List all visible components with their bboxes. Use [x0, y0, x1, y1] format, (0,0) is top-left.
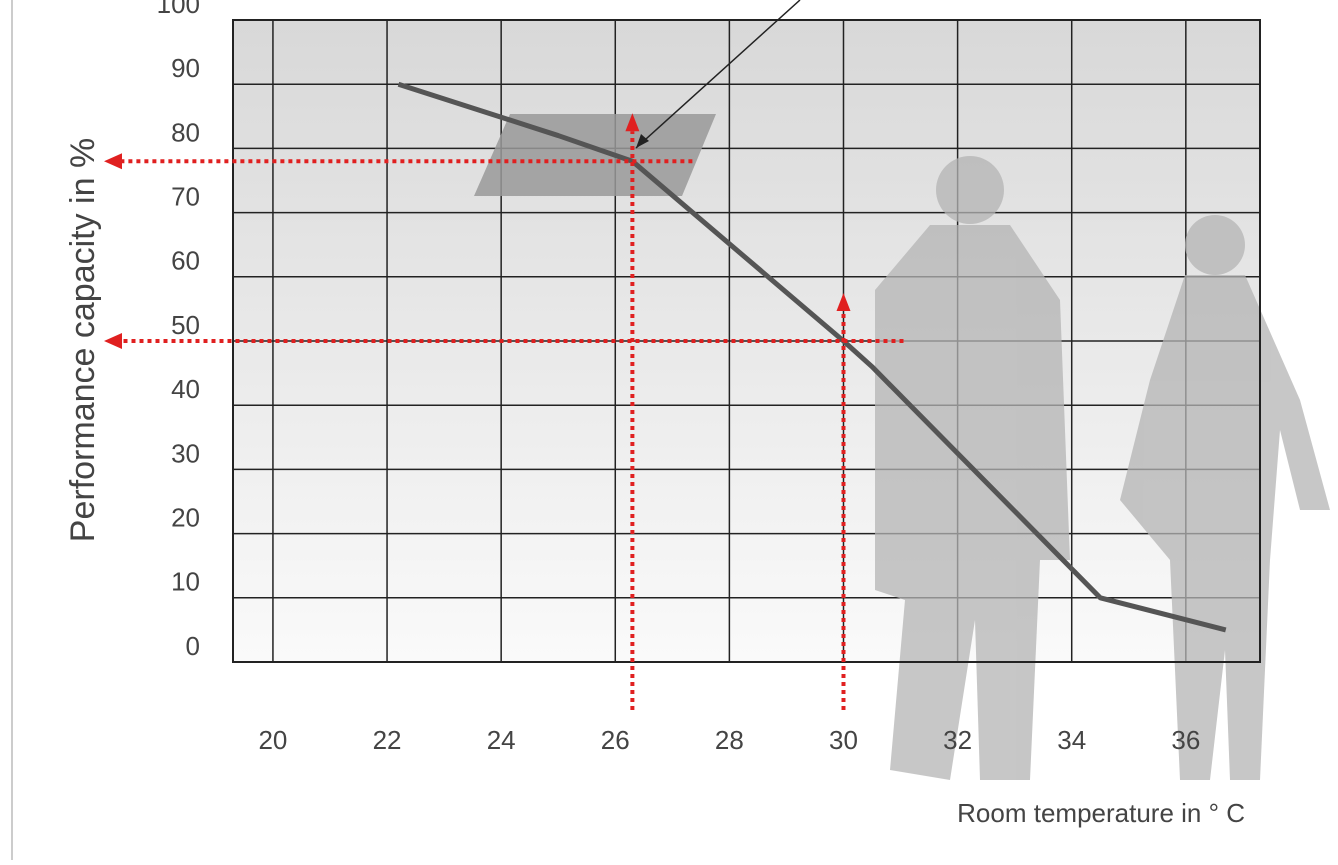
y-axis-label: Performance capacity in % [64, 138, 102, 542]
x-tick-label: 28 [715, 725, 744, 755]
x-tick-label: 36 [1171, 725, 1200, 755]
x-tick-label: 26 [601, 725, 630, 755]
y-tick-label: 40 [171, 374, 200, 404]
comfort-zone [474, 114, 716, 196]
chart: Performance capacity in % Room temperatu… [0, 0, 1338, 860]
x-tick-label: 30 [829, 725, 858, 755]
y-tick-label: 10 [171, 567, 200, 597]
y-tick-label: 70 [171, 181, 200, 211]
x-tick-label: 24 [487, 725, 516, 755]
y-tick-label: 80 [171, 117, 200, 147]
y-tick-label: 90 [171, 53, 200, 83]
y-tick-label: 20 [171, 502, 200, 532]
x-tick-label: 20 [258, 725, 287, 755]
y-tick-label: 100 [157, 0, 200, 19]
y-tick-label: 60 [171, 246, 200, 276]
page: {"chart_data": { "type": "line", "y_labe… [0, 0, 1338, 865]
y-tick-label: 50 [171, 310, 200, 340]
reading-arrow-left [104, 333, 122, 349]
x-tick-label: 34 [1057, 725, 1086, 755]
y-tick-label: 0 [186, 631, 200, 661]
reading-arrow-left [104, 153, 122, 169]
x-tick-label: 22 [373, 725, 402, 755]
x-tick-label: 32 [943, 725, 972, 755]
x-axis-label: Room temperature in ° C [957, 798, 1245, 828]
y-tick-label: 30 [171, 438, 200, 468]
